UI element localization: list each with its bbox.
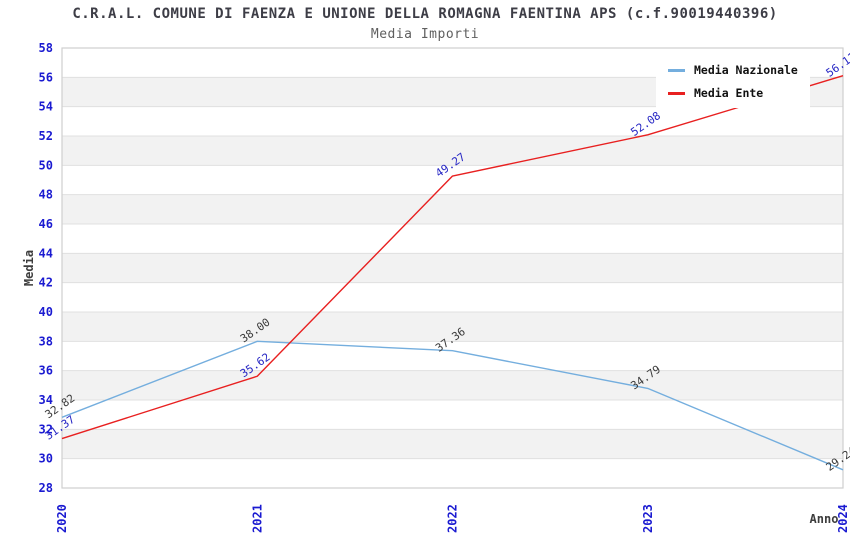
svg-text:32: 32 bbox=[39, 422, 53, 436]
svg-text:42: 42 bbox=[39, 276, 53, 290]
chart-legend: Media Nazionale Media Ente bbox=[656, 55, 810, 108]
chart-title: C.R.A.L. COMUNE DI FAENZA E UNIONE DELLA… bbox=[72, 6, 778, 22]
svg-text:38: 38 bbox=[39, 334, 53, 348]
legend-item-media-nazionale: Media Nazionale bbox=[668, 63, 798, 77]
svg-text:30: 30 bbox=[39, 452, 53, 466]
svg-text:58: 58 bbox=[39, 41, 53, 55]
legend-swatch-media-nazionale-icon bbox=[668, 68, 685, 72]
svg-text:2023: 2023 bbox=[641, 504, 655, 533]
svg-text:56: 56 bbox=[39, 70, 53, 84]
svg-text:2024: 2024 bbox=[836, 504, 850, 533]
svg-text:46: 46 bbox=[39, 217, 53, 231]
svg-text:2022: 2022 bbox=[446, 504, 460, 533]
svg-text:2020: 2020 bbox=[55, 504, 69, 533]
svg-text:54: 54 bbox=[39, 100, 53, 114]
svg-text:36: 36 bbox=[39, 364, 53, 378]
svg-text:Anno: Anno bbox=[810, 512, 839, 526]
svg-text:34: 34 bbox=[39, 393, 53, 407]
svg-text:44: 44 bbox=[39, 246, 53, 260]
legend-item-media-ente: Media Ente bbox=[668, 86, 798, 100]
svg-text:28: 28 bbox=[39, 481, 53, 495]
svg-text:52: 52 bbox=[39, 129, 53, 143]
svg-text:40: 40 bbox=[39, 305, 53, 319]
svg-text:50: 50 bbox=[39, 158, 53, 172]
svg-text:48: 48 bbox=[39, 188, 53, 202]
chart-subtitle: Media Importi bbox=[370, 27, 480, 42]
svg-text:Media: Media bbox=[22, 250, 36, 286]
svg-text:2021: 2021 bbox=[250, 504, 264, 533]
legend-label-media-ente: Media Ente bbox=[694, 86, 764, 100]
legend-swatch-media-ente-icon bbox=[668, 91, 685, 95]
legend-label-media-nazionale: Media Nazionale bbox=[694, 63, 798, 77]
